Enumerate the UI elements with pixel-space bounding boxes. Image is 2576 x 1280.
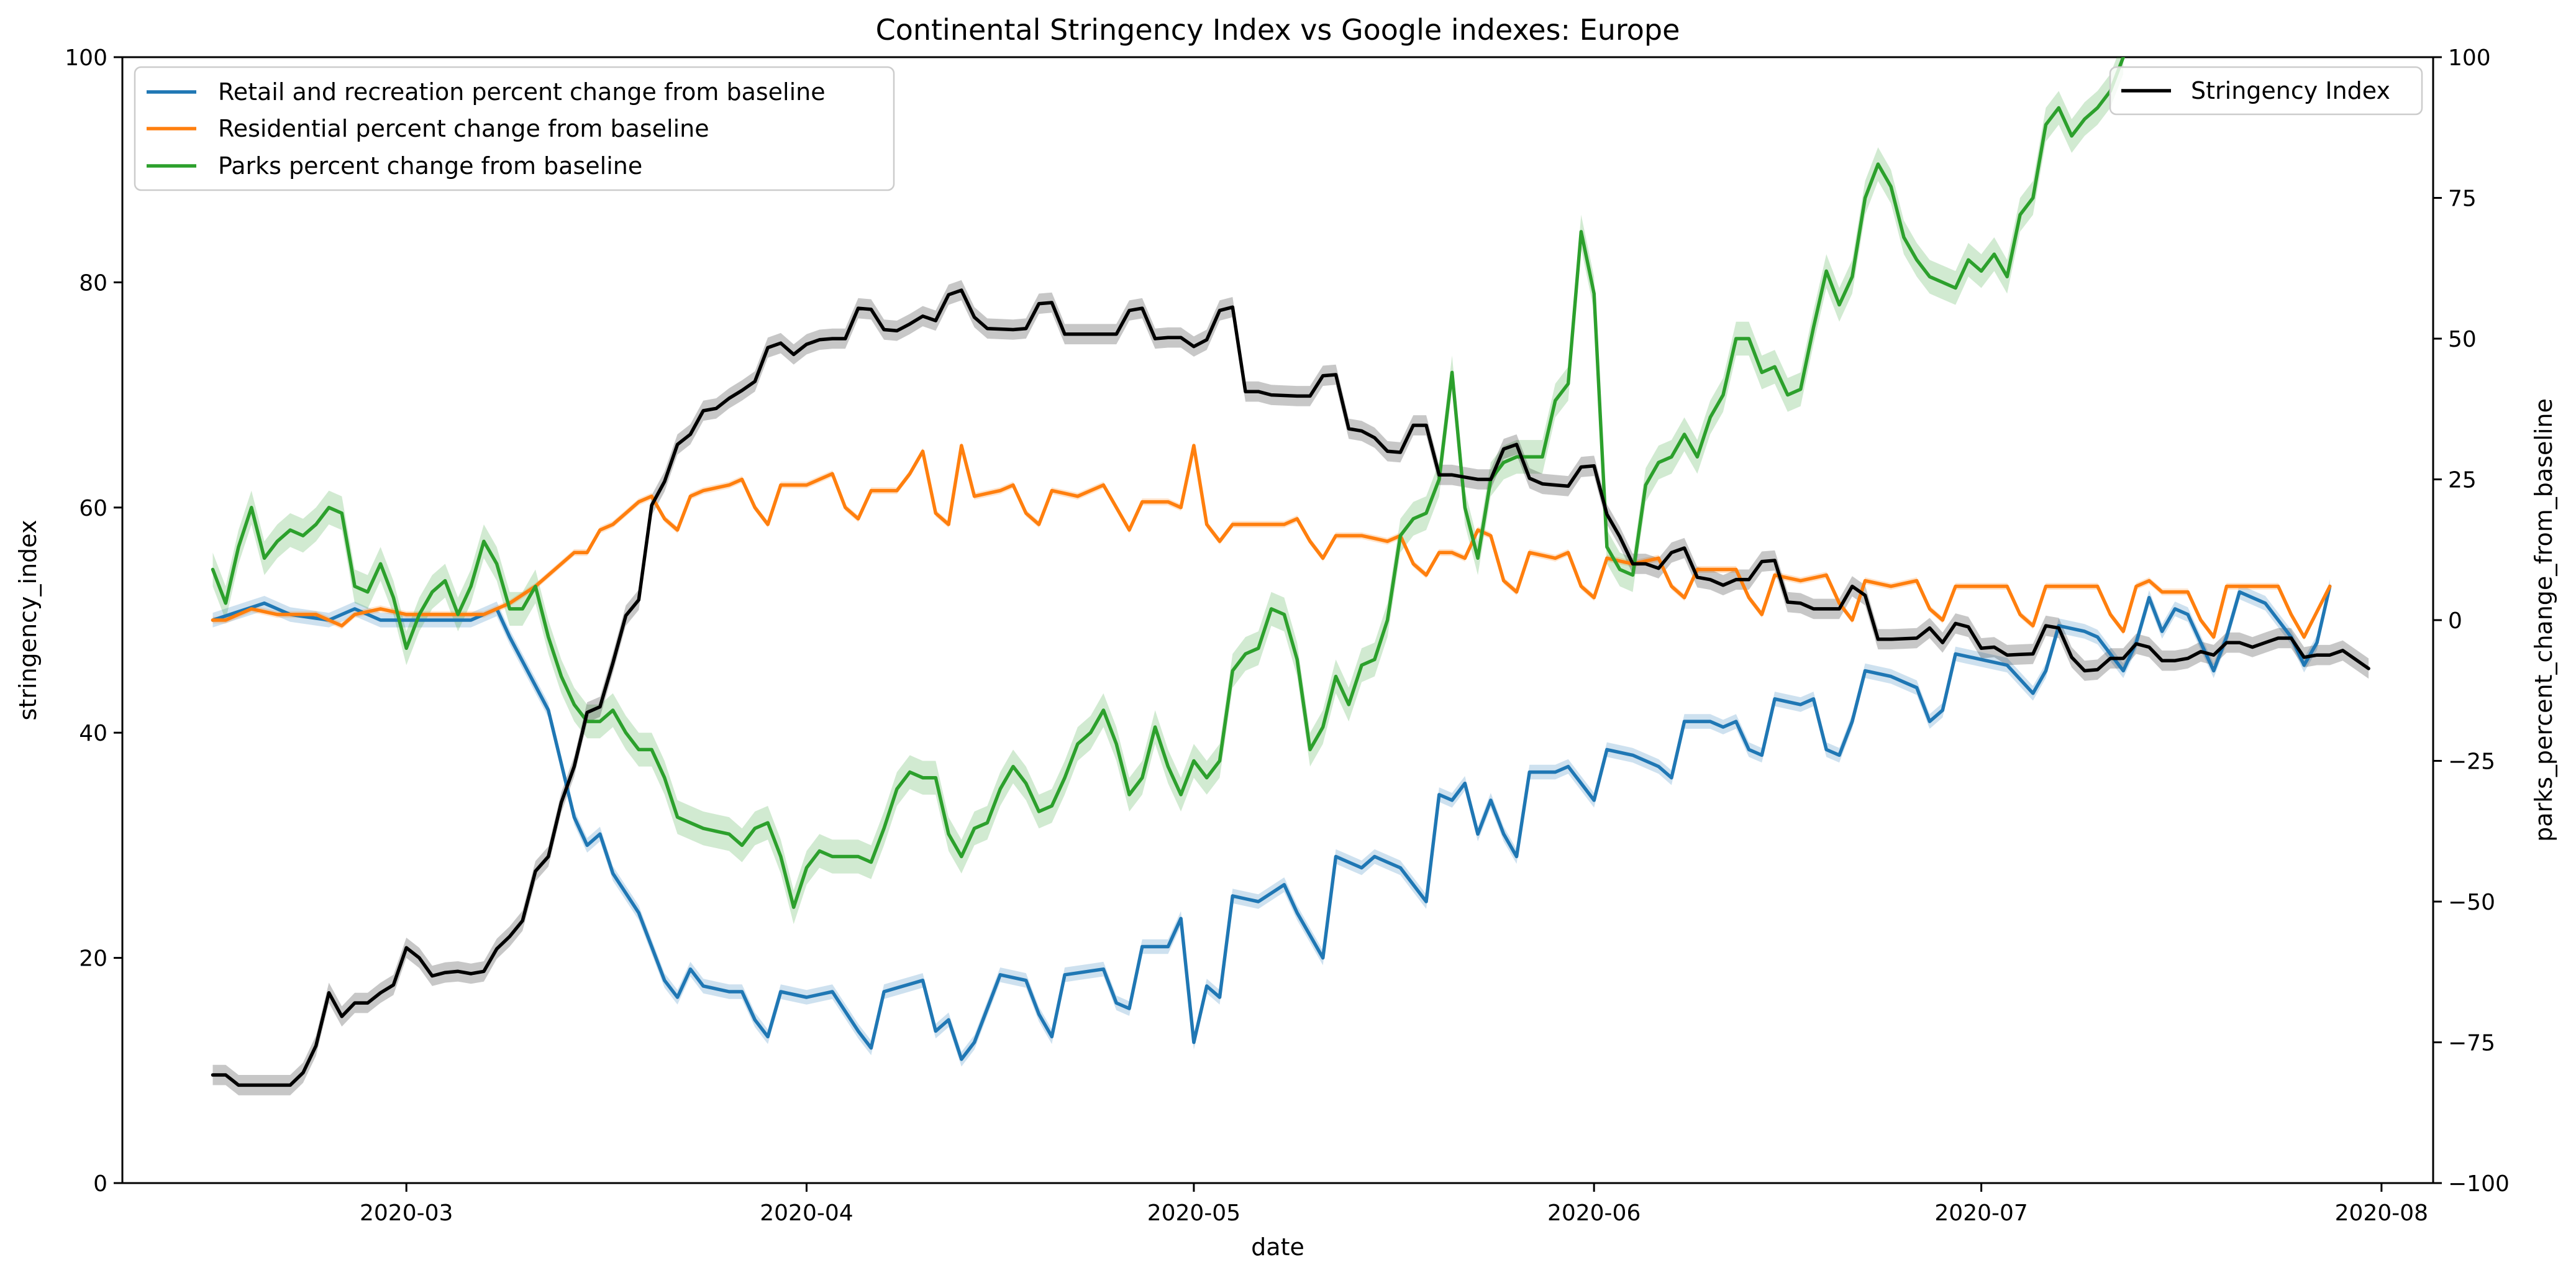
y-axis-left-label: stringency_index: [14, 520, 42, 721]
band-retail: [212, 578, 2330, 1067]
series-lines: [211, 57, 2370, 1087]
y-right-tick-label: −25: [2448, 749, 2495, 775]
chart-title: Continental Stringency Index vs Google i…: [876, 13, 1680, 47]
legend-left-frame: [134, 66, 895, 191]
y-left-tick-label: 20: [79, 946, 107, 972]
legend-label-parks: Parks percent change from baseline: [218, 152, 642, 180]
x-tick-label: 2020-03: [360, 1200, 453, 1226]
y-axis-left: 0 20 40 60 80 100: [65, 45, 122, 1197]
series-line-parks: [211, 57, 2125, 909]
x-axis-label: date: [1251, 1233, 1304, 1261]
y-right-tick-label: 100: [2448, 45, 2491, 71]
y-right-tick-label: 50: [2448, 327, 2477, 352]
y-right-tick-label: −100: [2448, 1171, 2510, 1197]
x-tick-label: 2020-04: [760, 1200, 853, 1226]
y-left-tick-label: 60: [79, 496, 107, 521]
series-line-retail: [211, 584, 2332, 1061]
y-left-tick-label: 80: [79, 270, 107, 296]
legend-left: Retail and recreation percent change fro…: [134, 66, 895, 191]
x-tick-label: 2020-08: [2335, 1200, 2428, 1226]
legend-right: Stringency Index: [2109, 66, 2423, 116]
y-right-tick-label: 75: [2448, 186, 2477, 212]
y-right-tick-label: 25: [2448, 468, 2477, 493]
y-right-tick-label: −50: [2448, 890, 2495, 915]
legend-label-residential: Residential percent change from baseline: [218, 115, 709, 142]
band-parks: [212, 57, 2124, 925]
y-left-tick-label: 40: [79, 721, 107, 746]
x-tick-label: 2020-07: [1934, 1200, 2028, 1226]
legend-right-frame: [2109, 66, 2423, 116]
y-right-tick-label: −75: [2448, 1031, 2495, 1056]
y-right-tick-label: 0: [2448, 608, 2462, 634]
legend-label-retail: Retail and recreation percent change fro…: [218, 78, 826, 106]
y-axis-right: −100 −75 −50 −25 0 25 50 75 100: [2433, 45, 2510, 1197]
series-line-stringency: [211, 288, 2370, 1087]
series-line-residential: [211, 444, 2332, 639]
x-tick-label: 2020-05: [1147, 1200, 1240, 1226]
x-axis: 2020-03 2020-04 2020-05 2020-06 2020-07 2020-…: [360, 1183, 2428, 1226]
x-tick-label: 2020-06: [1547, 1200, 1641, 1226]
confidence-bands: [212, 57, 2369, 1095]
y-left-tick-label: 100: [65, 45, 107, 71]
legend-label-stringency: Stringency Index: [2191, 77, 2390, 104]
y-axis-right-label: parks_percent_change_from_baseline: [2530, 398, 2557, 842]
y-left-tick-label: 0: [93, 1171, 107, 1197]
